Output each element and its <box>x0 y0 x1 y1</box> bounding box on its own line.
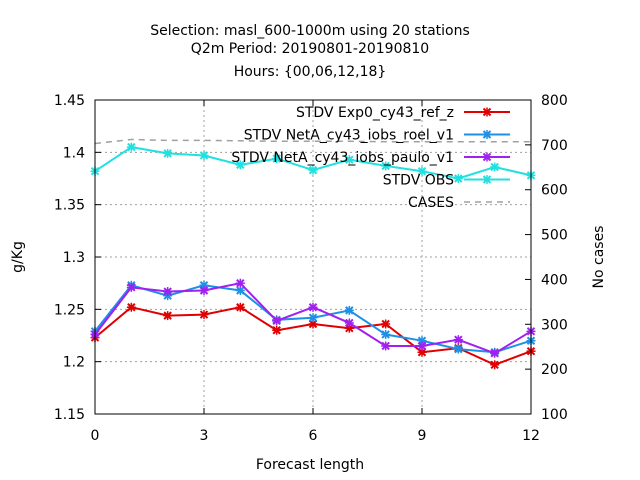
series-2-point <box>381 341 391 351</box>
grid <box>95 100 531 414</box>
y-tick-label: 1.2 <box>63 355 85 371</box>
series-3-point <box>344 155 354 165</box>
y-tick-label: 1.4 <box>63 145 85 161</box>
series-3-point <box>199 150 209 160</box>
legend-label-3: STDV OBS <box>383 173 454 189</box>
y2-tick-label: 100 <box>541 407 568 423</box>
y2-tick-label: 500 <box>541 228 568 244</box>
y-axis-label: g/Kg <box>10 241 26 273</box>
series-3-point <box>453 174 463 183</box>
x-tick-label: 12 <box>522 428 540 444</box>
y2-tick-label: 200 <box>541 362 568 378</box>
x-tick-label: 6 <box>309 428 318 444</box>
series-1-point <box>453 344 463 354</box>
series-2-point <box>126 282 136 292</box>
chart-title: Selection: masl_600-1000m using 20 stati… <box>150 23 470 80</box>
series-1-point <box>344 305 354 315</box>
title-line-2: Q2m Period: 20190801-20190810 <box>191 41 429 57</box>
series-3-point <box>235 160 245 170</box>
series-2-point <box>308 302 318 312</box>
legend-marker-1 <box>482 130 492 139</box>
series-group <box>90 138 536 370</box>
y2-tick-label: 700 <box>541 138 568 154</box>
series-0-point <box>126 302 136 312</box>
legend-marker-0 <box>482 107 492 117</box>
y2-tick-label: 800 <box>541 93 568 109</box>
y2-tick-label: 600 <box>541 183 568 199</box>
series-3-point <box>126 142 136 152</box>
y-tick-label: 1.45 <box>54 93 85 109</box>
y-tick-label: 1.3 <box>63 250 85 266</box>
legend-label-2: STDV NetA_cy43_iobs_paulo_v1 <box>231 150 454 166</box>
y-tick-label: 1.15 <box>54 407 85 423</box>
series-2-point <box>163 287 173 297</box>
series-1-point <box>381 329 391 339</box>
series-0-point <box>381 319 391 329</box>
legend-label-1: STDV NetA_cy43_iobs_roel_v1 <box>244 128 454 144</box>
x-tick-label: 3 <box>200 428 209 444</box>
series-3-point <box>490 162 500 172</box>
x-tick-label: 0 <box>91 428 100 444</box>
legend-marker-3 <box>482 175 492 184</box>
y-tick-label: 1.25 <box>54 302 85 318</box>
axis-ticks: 0 3 6 9 12 1.15 1.2 1.25 1.3 1.35 1.4 1.45 100 200 300… <box>54 93 568 444</box>
series-2-point <box>490 348 500 358</box>
series-3-point <box>272 154 282 164</box>
series-0-point <box>163 311 173 321</box>
series-line-4 <box>94 138 531 145</box>
legend-label-0: STDV Exp0_cy43_ref_z <box>296 105 454 121</box>
series-2-point <box>453 335 463 345</box>
title-line-1: Selection: masl_600-1000m using 20 stati… <box>150 23 470 39</box>
y-tick-label: 1.35 <box>54 198 85 214</box>
x-axis-label: Forecast length <box>256 457 364 473</box>
legend-marker-2 <box>482 152 492 162</box>
y2-axis-label: No cases <box>591 226 607 289</box>
series-0-point <box>235 302 245 312</box>
series-2-point <box>417 341 427 351</box>
series-2-point <box>199 285 209 295</box>
series-0-point <box>199 310 209 320</box>
series-2-point <box>272 316 282 326</box>
series-0-point <box>490 360 500 370</box>
y2-tick-label: 400 <box>541 272 568 288</box>
series-3-point <box>163 148 173 158</box>
legend: STDV Exp0_cy43_ref_z STDV NetA_cy43_iobs_… <box>231 105 510 211</box>
series-3-point <box>381 161 391 171</box>
title-line-3: Hours: {00,06,12,18} <box>234 64 387 80</box>
y2-tick-label: 300 <box>541 317 568 333</box>
series-2-point <box>344 318 354 328</box>
series-3-point <box>308 165 318 175</box>
x-tick-label: 9 <box>418 428 427 444</box>
series-2-point <box>235 278 245 288</box>
series-0-point <box>272 325 282 335</box>
series-3-point <box>417 166 427 176</box>
legend-label-4: CASES <box>408 195 454 211</box>
series-1-point <box>308 313 318 323</box>
plot-frame <box>94 99 532 415</box>
